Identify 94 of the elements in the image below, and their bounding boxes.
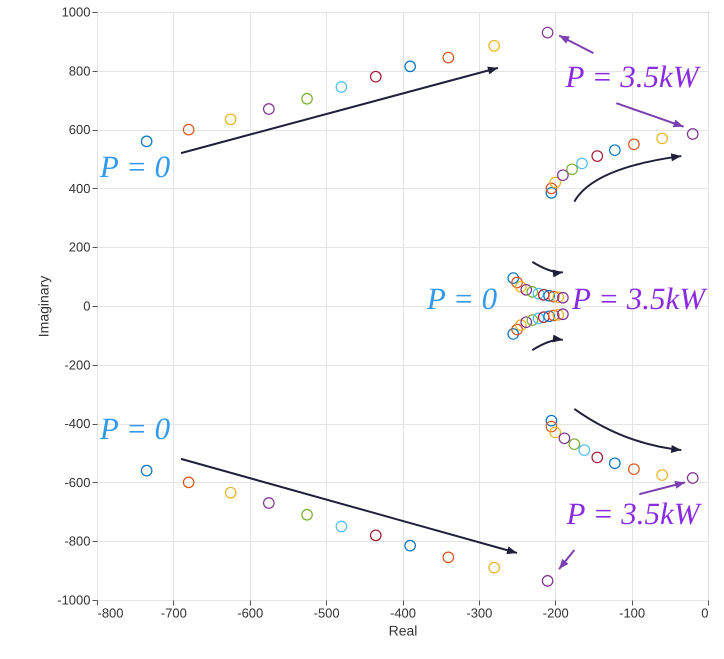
point xyxy=(370,529,382,542)
x-tick-label: -600 xyxy=(237,606,264,620)
point xyxy=(515,281,527,293)
point xyxy=(557,292,569,304)
point xyxy=(549,176,562,188)
x-tick-label: -500 xyxy=(314,606,340,620)
point xyxy=(263,103,275,115)
point xyxy=(140,136,152,148)
point xyxy=(542,575,554,587)
y-tick-label: -800 xyxy=(64,534,90,549)
point xyxy=(336,520,348,532)
y-tick-label: 200 xyxy=(68,240,90,255)
point xyxy=(608,457,621,470)
point xyxy=(686,128,699,140)
point xyxy=(182,476,194,488)
y-tick-label: 600 xyxy=(68,122,90,138)
point xyxy=(557,308,569,320)
point xyxy=(542,26,554,38)
point xyxy=(224,113,236,126)
point xyxy=(526,314,538,326)
point xyxy=(520,316,532,328)
point xyxy=(224,486,236,499)
point xyxy=(511,324,523,336)
y-axis-title: Imaginary xyxy=(35,276,52,338)
point xyxy=(488,562,500,574)
point xyxy=(558,432,570,444)
point xyxy=(336,81,348,93)
point xyxy=(507,272,520,284)
y-tick-label: -600 xyxy=(64,474,90,490)
point xyxy=(507,328,520,340)
point xyxy=(488,40,500,52)
point xyxy=(557,169,569,182)
y-tick-label: -200 xyxy=(64,357,90,372)
annotation: P = 3.5kW xyxy=(565,496,703,531)
point xyxy=(263,497,275,509)
point xyxy=(370,70,382,83)
x-tick-label: -400 xyxy=(390,606,416,620)
annotation: P = 0 xyxy=(98,411,171,446)
point xyxy=(301,92,313,105)
point xyxy=(182,124,194,136)
point xyxy=(301,508,313,521)
point xyxy=(608,144,621,156)
point xyxy=(543,290,555,302)
point xyxy=(515,319,527,331)
point xyxy=(566,163,578,176)
y-tick-label: 0 xyxy=(83,298,90,314)
point xyxy=(552,291,564,304)
point xyxy=(546,182,558,194)
point xyxy=(548,290,560,302)
point xyxy=(546,414,558,426)
x-tick-label: -700 xyxy=(160,606,187,620)
point xyxy=(532,288,544,300)
point xyxy=(520,284,532,296)
x-axis-title: Real xyxy=(388,622,418,638)
y-tick-label: 400 xyxy=(68,180,90,196)
y-tick-label: 1000 xyxy=(62,4,90,20)
point xyxy=(442,52,454,64)
point xyxy=(546,420,558,432)
point xyxy=(628,138,640,150)
point xyxy=(686,472,699,484)
point xyxy=(538,311,550,324)
point xyxy=(526,286,538,298)
point xyxy=(543,310,555,322)
point xyxy=(546,186,558,199)
point xyxy=(404,540,416,552)
point xyxy=(549,426,562,438)
point xyxy=(656,132,668,144)
x-tick-label: 0 xyxy=(701,606,708,620)
point xyxy=(591,452,604,464)
annotation: P = 0 xyxy=(98,149,171,184)
annotation: P = 3.5kW xyxy=(571,281,708,316)
point xyxy=(404,60,416,72)
point xyxy=(568,438,580,450)
point xyxy=(591,150,604,162)
point xyxy=(656,469,668,481)
point xyxy=(140,464,152,476)
annotation: P = 0 xyxy=(426,281,498,316)
point xyxy=(576,158,588,170)
point xyxy=(552,308,564,321)
x-tick-label: -300 xyxy=(466,606,492,620)
x-tick-label: -200 xyxy=(542,606,569,620)
point xyxy=(442,552,454,564)
x-tick-label: -800 xyxy=(98,606,124,620)
point xyxy=(532,312,544,324)
y-tick-label: -1000 xyxy=(57,592,90,608)
x-tick-label: -100 xyxy=(619,606,646,620)
annotation: P = 3.5kW xyxy=(564,59,702,94)
point xyxy=(628,463,640,476)
point xyxy=(548,310,560,322)
point xyxy=(538,288,550,301)
point xyxy=(578,444,590,456)
point xyxy=(511,276,523,288)
y-tick-label: 800 xyxy=(68,63,90,78)
y-tick-label: -400 xyxy=(64,416,90,432)
